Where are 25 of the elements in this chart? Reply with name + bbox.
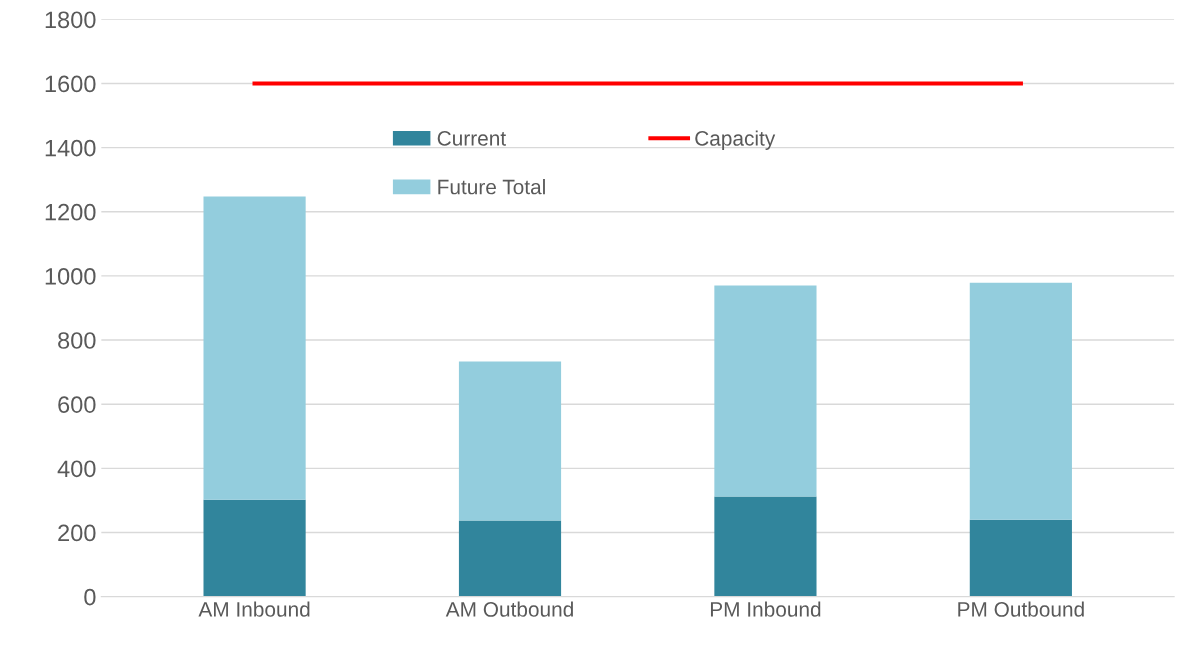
y-tick-label: 0 — [84, 588, 96, 606]
y-tick-label: 1000 — [45, 267, 96, 285]
legend-label: Current — [437, 131, 506, 146]
x-tick-label: PM Outbound — [958, 601, 1084, 617]
y-tick-label: 800 — [58, 332, 96, 349]
bar — [714, 285, 817, 497]
y-tick-label: 600 — [58, 396, 96, 413]
x-tick-label: AM Inbound — [198, 601, 310, 617]
y-tick-label: 1600 — [45, 75, 96, 93]
bar — [458, 520, 562, 597]
bar — [203, 196, 306, 500]
bar — [458, 361, 562, 521]
legend-label: Future Total — [438, 179, 545, 195]
x-tick-label: AM Outbound — [445, 601, 573, 617]
bar — [714, 496, 817, 597]
y-tick-label: 1200 — [45, 203, 96, 221]
y-tick-label: 1800 — [45, 11, 96, 29]
y-tick-label: 200 — [58, 524, 96, 542]
y-tick-label: 1400 — [45, 139, 96, 157]
bar — [203, 499, 306, 597]
bar — [969, 519, 1072, 597]
bar — [969, 282, 1072, 520]
y-tick-label: 400 — [57, 460, 96, 478]
legend-label: Capacity — [695, 130, 776, 150]
x-tick-label: PM Inbound — [710, 601, 821, 617]
